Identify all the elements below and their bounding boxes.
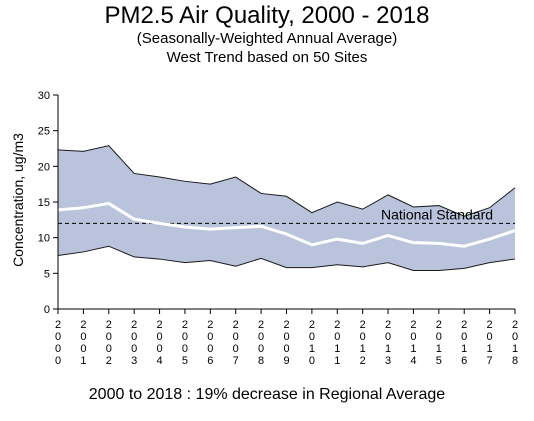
y-tick-label-25: 25 — [38, 126, 50, 138]
national-standard-label: National Standard — [381, 206, 493, 222]
band-upper-line — [57, 145, 516, 217]
y-tick-label-30: 30 — [38, 90, 50, 102]
y-tick-label-10: 10 — [38, 233, 50, 245]
y-tick-label-0: 0 — [44, 304, 50, 316]
labels-layer: National Standard 0 5 10 15 20 25 30 2 0 0 0 2 0 0 1 2 0 0… — [38, 90, 518, 367]
chart-subtitle-1: (Seasonally-Weighted Annual Average) — [136, 30, 398, 47]
regional-average-line — [57, 201, 516, 248]
y-tick-label-20: 20 — [38, 161, 50, 173]
axes-layer — [53, 94, 516, 314]
y-tick-label-5: 5 — [44, 268, 50, 280]
chart-title: PM2.5 Air Quality, 2000 - 2018 — [104, 2, 430, 29]
band-lower-line — [57, 245, 516, 271]
chart-subtitle-2: West Trend based on 50 Sites — [166, 49, 368, 66]
band-layer — [57, 145, 516, 271]
summary-footer: 2000 to 2018 : 19% decrease in Regional … — [88, 386, 446, 403]
y-tick-label-15: 15 — [38, 197, 50, 209]
